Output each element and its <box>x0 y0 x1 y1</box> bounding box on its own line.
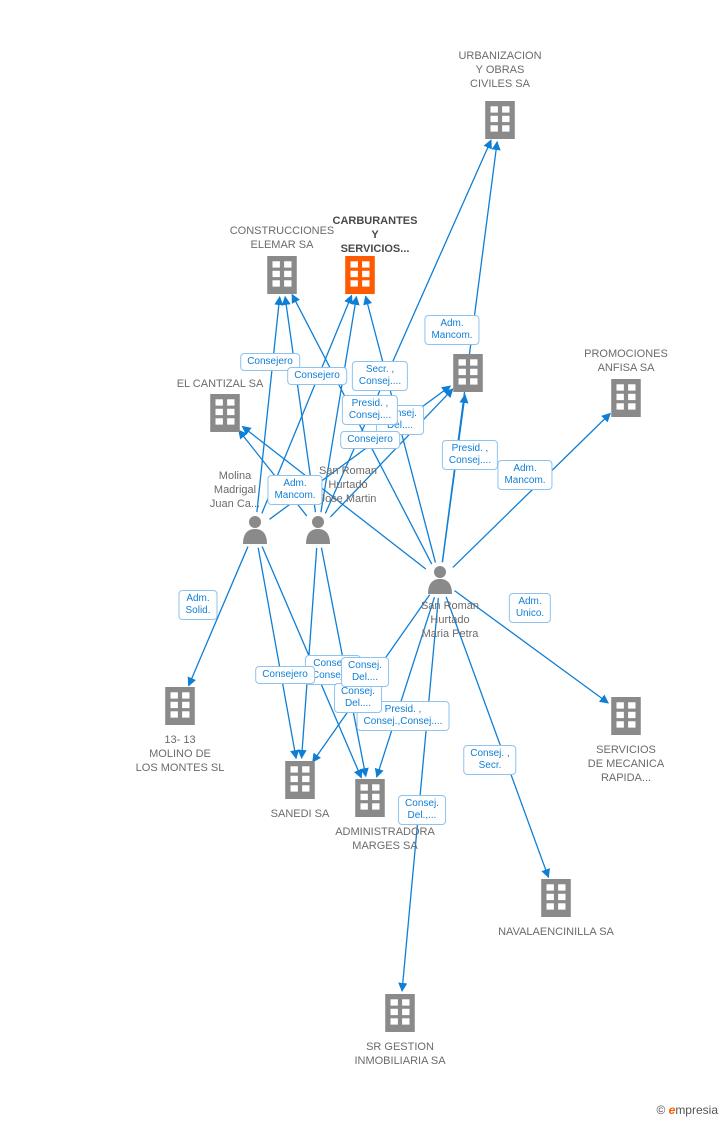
edge <box>189 547 248 686</box>
edge <box>258 548 296 759</box>
edge <box>302 548 317 758</box>
edge <box>330 389 452 517</box>
edge <box>377 597 435 777</box>
edge <box>402 598 438 991</box>
edge <box>455 591 609 703</box>
edge <box>446 597 548 877</box>
edge <box>262 547 361 778</box>
edge <box>366 296 436 562</box>
building-icon <box>485 101 515 139</box>
building-icon <box>210 394 240 432</box>
edge <box>321 297 356 513</box>
building-icon <box>285 761 315 799</box>
brand-rest: mpresia <box>675 1103 718 1117</box>
edge <box>269 386 450 519</box>
footer-credit: © empresia <box>656 1103 718 1117</box>
edge <box>321 548 365 777</box>
edge <box>242 426 425 568</box>
edge <box>285 297 315 512</box>
network-diagram: © empresia URBANIZACION Y OBRAS CIVILES … <box>0 0 728 1125</box>
person-icon <box>306 516 330 544</box>
edge <box>453 413 610 567</box>
building-icon <box>611 697 641 735</box>
edge <box>239 430 307 516</box>
building-icon <box>611 379 641 417</box>
person-icon <box>428 566 452 594</box>
building-icon <box>453 354 483 392</box>
building-icon <box>165 687 195 725</box>
building-icon <box>345 256 375 294</box>
person-icon <box>243 516 267 544</box>
diagram-svg <box>0 0 728 1125</box>
edge <box>313 595 430 762</box>
building-icon <box>267 256 297 294</box>
copyright-symbol: © <box>656 1103 665 1117</box>
building-icon <box>385 994 415 1032</box>
building-icon <box>541 879 571 917</box>
building-icon <box>355 779 385 817</box>
edge <box>442 395 465 562</box>
